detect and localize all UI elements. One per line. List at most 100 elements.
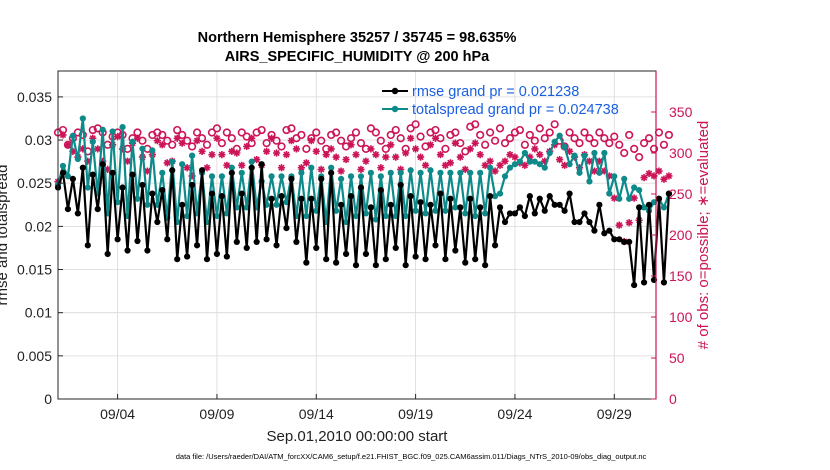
- obs-evaluated-point: [89, 134, 97, 142]
- legend-rmse-marker: [391, 87, 399, 95]
- series-totalspread-point: [347, 173, 355, 180]
- series-obs-possible: [53, 120, 674, 162]
- series-totalspread-point: [616, 195, 623, 202]
- series-rmse-point: [526, 193, 533, 200]
- obs-possible-point: [297, 130, 306, 140]
- x-tick-label: 09/19: [398, 406, 433, 422]
- series-totalspread-point: [144, 201, 151, 208]
- obs-possible-point: [630, 144, 639, 153]
- obs-possible-point: [332, 128, 341, 137]
- series-rmse-point: [159, 187, 166, 194]
- series-totalspread-point: [636, 187, 643, 194]
- series-totalspread-point: [134, 195, 141, 202]
- series-totalspread-point: [114, 199, 121, 206]
- obs-possible-point: [351, 128, 361, 137]
- obs-possible-point: [88, 125, 97, 135]
- obs-evaluated-point: [79, 145, 87, 153]
- obs-evaluated-point: [143, 167, 152, 175]
- series-totalspread-point: [521, 149, 528, 157]
- obs-evaluated-point: [585, 157, 594, 165]
- series-totalspread-point: [417, 169, 424, 176]
- obs-possible-point: [615, 140, 624, 149]
- series-rmse-point: [238, 190, 245, 197]
- chart-title-line1: Northern Hemisphere 35257 / 35745 = 98.6…: [198, 30, 517, 46]
- series-rmse-point: [318, 175, 325, 182]
- obs-evaluated-point: [431, 134, 440, 142]
- series-rmse-point: [591, 227, 598, 234]
- obs-evaluated-point: [372, 151, 380, 159]
- series-rmse-point: [467, 195, 474, 202]
- obs-possible-point: [471, 120, 480, 129]
- y-axis-right-label: # of obs: o=possible; ∗=evaluated: [695, 121, 712, 350]
- y-axis-left: 0 0.005 0.01 0.015 0.02 0.025 0.03 0.035: [17, 89, 63, 407]
- series-rmse-point: [179, 201, 186, 208]
- series-rmse-point: [273, 242, 280, 249]
- series-rmse-point: [462, 259, 469, 266]
- obs-evaluated-point: [536, 151, 544, 159]
- obs-evaluated-point: [600, 167, 608, 175]
- obs-possible-point: [173, 125, 182, 135]
- obs-possible-point: [178, 130, 187, 140]
- series-rmse-point: [626, 238, 633, 246]
- series-totalspread-point: [238, 169, 245, 176]
- series-rmse-point: [491, 242, 499, 249]
- series-rmse-point: [516, 204, 524, 211]
- series-rmse-point: [268, 195, 275, 202]
- y-right-tick-label: 50: [669, 350, 685, 366]
- series-rmse-point: [387, 201, 394, 208]
- series-rmse-point: [228, 169, 235, 176]
- obs-possible-point: [168, 140, 177, 149]
- series-totalspread-point: [382, 212, 389, 220]
- obs-evaluated-point: [556, 155, 564, 164]
- series-rmse-point: [154, 218, 161, 226]
- series-rmse-point: [352, 262, 360, 269]
- series-totalspread-point: [228, 164, 235, 171]
- series-rmse-point: [531, 210, 538, 217]
- x-tick-label: 09/29: [597, 406, 632, 422]
- series-totalspread-point: [169, 158, 176, 165]
- series-totalspread-point: [372, 216, 379, 223]
- obs-evaluated-point: [312, 147, 320, 155]
- series-totalspread-point: [179, 161, 186, 168]
- obs-possible-point: [282, 125, 291, 135]
- series-rmse-point: [59, 169, 67, 176]
- obs-evaluated-point: [496, 161, 504, 169]
- series-rmse-point: [298, 195, 305, 202]
- obs-evaluated-point: [402, 149, 410, 157]
- series-rmse-point: [263, 236, 270, 243]
- series-rmse-point: [372, 262, 379, 269]
- series-totalspread-point: [149, 147, 156, 154]
- series-totalspread-point: [601, 149, 608, 157]
- obs-evaluated-point: [297, 164, 305, 172]
- series-rmse-point: [521, 212, 528, 220]
- obs-evaluated-point: [238, 161, 246, 169]
- series-rmse-point: [74, 210, 81, 217]
- series-totalspread-point: [74, 155, 81, 163]
- obs-evaluated-point: [426, 141, 435, 149]
- series-totalspread-point: [328, 164, 335, 171]
- obs-evaluated-point: [327, 145, 335, 153]
- series-rmse-point: [437, 190, 444, 197]
- series-totalspread-point: [109, 128, 116, 135]
- obs-evaluated-point: [183, 164, 191, 172]
- obs-possible-point: [451, 128, 460, 137]
- obs-possible-point: [476, 130, 485, 140]
- series-totalspread-point: [596, 169, 603, 176]
- y-left-tick-label: 0.035: [17, 89, 52, 105]
- series-rmse-point: [64, 206, 72, 213]
- series-rmse-point: [134, 237, 141, 245]
- obs-evaluated-point: [114, 133, 122, 141]
- obs-evaluated-point: [565, 147, 574, 155]
- series-rmse-point: [546, 193, 553, 200]
- series-totalspread-point: [213, 212, 221, 220]
- obs-possible-point: [550, 120, 559, 129]
- series-rmse-point: [184, 253, 191, 260]
- obs-possible-point: [441, 144, 450, 153]
- series-totalspread-point: [402, 212, 409, 220]
- obs-possible-point: [381, 144, 390, 153]
- series-rmse-point: [636, 204, 643, 211]
- obs-possible-point: [257, 125, 266, 135]
- series-rmse-point: [576, 218, 583, 226]
- series-rmse-point: [139, 181, 146, 189]
- series-rmse-point: [308, 195, 315, 202]
